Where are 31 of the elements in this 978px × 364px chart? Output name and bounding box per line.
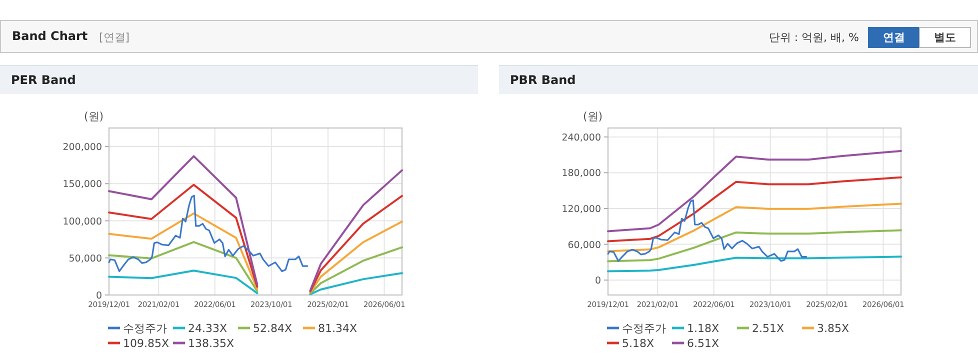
y-tick-label: 240,000 [562, 132, 601, 144]
legend-label: 수정주가 [622, 322, 666, 335]
text: Band Chart [12, 29, 88, 43]
y-tick-label: 200,000 [62, 142, 102, 154]
chart-title: PER Band [11, 73, 76, 87]
legend-label: 52.84X [253, 322, 292, 335]
legend-label: 6.51X [687, 337, 720, 350]
legend-label: 5.18X [622, 337, 654, 350]
y-tick-label: 150,000 [62, 179, 102, 190]
legend-label: 3.85X [817, 322, 850, 335]
legend-label: 1.18X [687, 322, 720, 335]
text: 단위 : 억원, 배, % [768, 30, 859, 45]
legend-label: 81.34X [318, 322, 358, 335]
chart-title: PBR Band [510, 73, 576, 87]
y-tick-label: 120,000 [562, 204, 601, 216]
legend-label: 109.85X [123, 337, 170, 350]
y-tick-label: 0 [594, 276, 601, 287]
y-axis-title: (원) [84, 110, 104, 123]
text: 연결 [868, 27, 920, 48]
legend-label: 138.35X [188, 337, 234, 350]
y-tick-label: 180,000 [562, 168, 601, 180]
legend-label: 수정주가 [123, 322, 167, 335]
text: [연결] [99, 30, 130, 45]
y-axis-title: (원) [583, 110, 603, 123]
text: 별도 [919, 27, 971, 48]
y-tick-label: 0 [96, 290, 102, 302]
y-tick-label: 50,000 [68, 253, 102, 264]
legend-label: 24.33X [188, 322, 228, 335]
y-tick-label: 100,000 [62, 216, 102, 228]
y-tick-label: 60,000 [568, 240, 601, 251]
legend-label: 2.51X [752, 322, 784, 335]
